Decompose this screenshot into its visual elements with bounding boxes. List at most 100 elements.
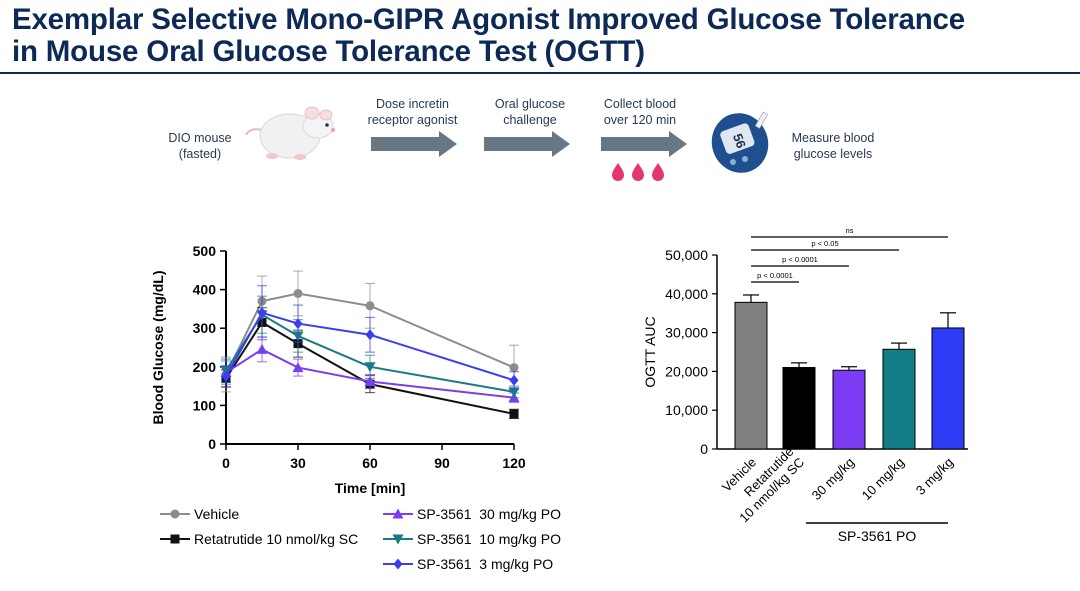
legend-marker — [393, 558, 403, 570]
bar-group-3: 10 mg/kg — [859, 342, 916, 503]
y-tick-label: 20,000 — [665, 363, 708, 379]
data-point — [292, 362, 304, 373]
y-tick-label: 0 — [700, 441, 708, 457]
y-tick-label: 500 — [193, 243, 217, 259]
x-tick-label: 30 — [290, 455, 306, 471]
series-4 — [221, 285, 519, 390]
meter-label: Measure blood glucose levels — [778, 130, 888, 162]
bar — [882, 348, 916, 450]
legend-label: SP-3561 10 mg/kg PO — [417, 531, 561, 547]
y-tick-label: 400 — [193, 282, 217, 298]
mouse-icon — [245, 106, 335, 160]
x-tick-label: 0 — [222, 455, 230, 471]
data-point — [509, 363, 519, 373]
x-axis-title: Time [min] — [335, 480, 406, 496]
series-2 — [220, 336, 520, 403]
step-dose-line-1: Dose incretin — [376, 97, 449, 111]
data-point — [364, 362, 376, 373]
title-line-1: Exemplar Selective Mono-GIPR Agonist Imp… — [12, 3, 965, 36]
legend-marker — [170, 534, 180, 544]
step-glucose-label: Oral glucose challenge — [475, 96, 585, 128]
workflow-arrow-2 — [484, 131, 570, 157]
significance-label: p < 0.0001 — [757, 271, 793, 280]
legend-marker — [392, 508, 404, 519]
legend-label: SP-3561 30 mg/kg PO — [417, 506, 561, 522]
title-line-2: in Mouse Oral Glucose Tolerance Test (OG… — [12, 35, 645, 68]
step-blood-label: Collect blood over 120 min — [585, 96, 695, 128]
y-tick-label: 300 — [193, 320, 217, 336]
x-tick-label: 60 — [362, 455, 378, 471]
step-glucose-line-1: Oral glucose — [494, 97, 566, 111]
data-point — [509, 374, 519, 386]
workflow-arrow-1 — [371, 131, 457, 157]
workflow-arrow-3 — [601, 131, 687, 157]
data-point — [293, 288, 303, 298]
group-label: SP-3561 PO — [838, 528, 917, 544]
step-blood-line-2: over 120 min — [603, 113, 677, 127]
legend-label: SP-3561 3 mg/kg PO — [417, 556, 553, 572]
legend-item-2: SP-3561 30 mg/kg PO — [383, 506, 561, 522]
category-label: 30 mg/kg — [809, 455, 857, 503]
step-blood-line-1: Collect blood — [603, 97, 677, 111]
x-tick-label: 90 — [434, 455, 450, 471]
meter-reading: 56 — [730, 131, 749, 150]
y-tick-label: 40,000 — [665, 286, 708, 302]
legend-item-3: SP-3561 10 mg/kg PO — [383, 531, 561, 547]
title-divider — [0, 72, 1080, 74]
step-dose-label: Dose incretin receptor agonist — [355, 96, 470, 128]
y-axis-title: OGTT AUC — [642, 316, 658, 387]
mouse-label-line-1: DIO mouse — [168, 131, 232, 145]
significance-label: p < 0.0001 — [782, 255, 818, 264]
legend-marker — [392, 534, 404, 545]
y-tick-label: 10,000 — [665, 402, 708, 418]
bar — [782, 367, 816, 450]
glucometer-icon: 56 — [711, 111, 769, 173]
y-tick-label: 30,000 — [665, 325, 708, 341]
data-point — [365, 329, 375, 341]
bar-group-2: 30 mg/kg — [809, 366, 866, 503]
blood-glucose-line-chart: 0 100 200 300 400 500 0 30 60 90 120 Time [min] Bloo… — [150, 243, 561, 572]
step-glucose-line-2: challenge — [503, 113, 557, 127]
data-point — [256, 343, 268, 354]
data-point — [364, 375, 376, 386]
significance-label: ns — [846, 226, 854, 235]
data-point — [365, 301, 375, 311]
meter-label-line-2: glucose levels — [793, 147, 873, 161]
category-label-line: 30 mg/kg — [809, 455, 857, 503]
data-point — [293, 318, 303, 330]
data-point — [257, 307, 267, 319]
bar — [734, 301, 768, 450]
bar-group-4: 3 mg/kg — [913, 312, 965, 498]
y-tick-label: 200 — [193, 359, 217, 375]
bar — [931, 327, 965, 450]
mouse-label: DIO mouse (fasted) — [160, 130, 240, 162]
y-tick-label: 0 — [208, 436, 216, 452]
category-label-line: 3 mg/kg — [913, 455, 956, 498]
bar-group-0: Vehicle — [719, 294, 768, 495]
legend-item-1: Retatrutide 10 nmol/kg SC — [160, 531, 358, 547]
legend-marker — [170, 509, 180, 519]
legend-label: Vehicle — [194, 506, 239, 522]
legend-item-4: SP-3561 3 mg/kg PO — [383, 556, 553, 572]
category-label-line: 10 mg/kg — [859, 455, 907, 503]
bar — [832, 369, 866, 450]
legend-item-0: Vehicle — [160, 506, 239, 522]
blood-drops-icon — [612, 163, 664, 181]
data-point — [508, 387, 520, 398]
y-tick-label: 50,000 — [665, 247, 708, 263]
page-title: Exemplar Selective Mono-GIPR Agonist Imp… — [12, 4, 1072, 68]
significance-label: p < 0.05 — [811, 239, 838, 248]
data-point — [509, 409, 519, 419]
category-label: 3 mg/kg — [913, 455, 956, 498]
x-tick-label: 120 — [502, 455, 526, 471]
y-axis-title: Blood Glucose (mg/dL) — [150, 271, 166, 425]
category-label: 10 mg/kg — [859, 455, 907, 503]
data-point — [221, 370, 231, 382]
meter-label-line-1: Measure blood — [791, 131, 875, 145]
ogtt-auc-bar-chart: 0 10,000 20,000 30,000 40,000 50,000 OGTT AUC V… — [642, 226, 968, 544]
y-tick-label: 100 — [193, 397, 217, 413]
legend-label: Retatrutide 10 nmol/kg SC — [194, 531, 358, 547]
step-dose-line-2: receptor agonist — [367, 113, 458, 127]
mouse-label-line-2: (fasted) — [178, 147, 222, 161]
